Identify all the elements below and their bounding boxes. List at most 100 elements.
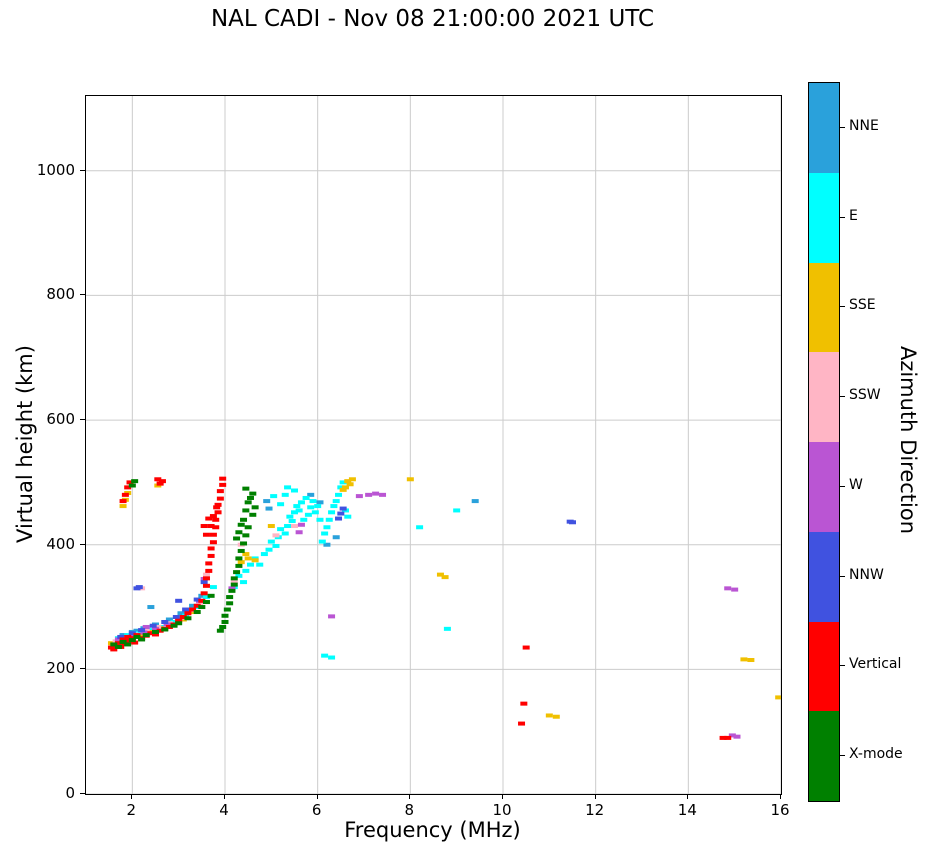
data-point-SSE	[436, 572, 444, 577]
data-point-SSE	[406, 477, 414, 482]
data-point-Vertical	[165, 624, 173, 629]
data-point-Vertical	[520, 701, 528, 706]
data-point-NNW	[569, 520, 576, 525]
data-point-NNW	[138, 628, 146, 633]
data-point-E	[260, 552, 268, 557]
data-point-X-mode	[110, 642, 118, 647]
data-point-SSE	[244, 556, 252, 561]
data-point-E	[314, 504, 322, 509]
data-point-X-mode	[133, 634, 141, 639]
data-point-Vertical	[205, 561, 213, 566]
data-point-X-mode	[244, 525, 252, 530]
colorbar-segment-NNE	[809, 83, 839, 173]
colorbar-tick-mark	[840, 216, 845, 218]
data-point-Vertical	[189, 607, 197, 612]
data-point-SSW	[291, 524, 298, 529]
data-point-E	[307, 505, 315, 510]
data-point-X-mode	[142, 633, 150, 638]
data-point-Vertical	[119, 499, 127, 504]
data-point-Vertical	[205, 568, 213, 573]
data-point-W	[365, 492, 373, 497]
data-point-SSW	[196, 601, 204, 606]
data-point-Vertical	[156, 628, 164, 633]
data-point-X-mode	[230, 582, 238, 587]
data-point-E	[321, 531, 329, 536]
data-point-X-mode	[131, 479, 139, 484]
data-point-E	[344, 514, 352, 519]
y-tick-mark	[80, 169, 85, 171]
data-point-Vertical	[209, 514, 217, 519]
data-point-X-mode	[242, 508, 250, 513]
data-point-X-mode	[246, 495, 254, 500]
data-point-E	[277, 502, 285, 507]
data-point-NNW	[182, 607, 190, 612]
colorbar-segment-Vertical	[809, 621, 839, 712]
data-point-NNE	[323, 542, 331, 547]
data-point-Vertical	[209, 540, 217, 545]
data-point-Vertical	[200, 591, 208, 596]
data-point-NNE	[177, 611, 185, 616]
data-point-NNE	[332, 535, 340, 540]
data-point-X-mode	[240, 517, 248, 522]
colorbar-tick-label: Vertical	[849, 656, 902, 673]
data-point-Vertical	[724, 735, 732, 740]
data-point-E	[256, 562, 264, 567]
data-point-SSW	[230, 580, 238, 585]
data-point-W	[297, 522, 305, 527]
colorbar	[808, 82, 840, 802]
data-point-E	[235, 573, 243, 578]
colorbar-segment-SSE	[809, 262, 839, 353]
colorbar-tick-label: W	[849, 476, 863, 493]
data-point-E	[270, 494, 278, 499]
data-point-X-mode	[207, 593, 215, 598]
data-point-E	[281, 531, 289, 536]
data-point-X-mode	[184, 616, 192, 621]
data-point-SSE	[119, 504, 127, 509]
data-point-Vertical	[156, 481, 164, 486]
colorbar-tick-mark	[840, 485, 845, 487]
data-point-X-mode	[161, 627, 169, 632]
data-point-NNW	[335, 516, 343, 521]
x-tick-mark	[316, 794, 318, 799]
data-point-SSE	[344, 479, 352, 484]
data-point-X-mode	[198, 605, 206, 610]
data-point-E	[339, 480, 347, 485]
data-point-SSE	[545, 713, 553, 718]
data-point-SSE	[237, 560, 245, 565]
data-point-E	[288, 519, 296, 524]
data-point-X-mode	[235, 530, 243, 535]
data-point-NNE	[133, 628, 141, 633]
data-point-W	[295, 530, 303, 535]
chart-title: NAL CADI - Nov 08 21:00:00 2021 UTC	[210, 6, 655, 32]
data-point-W	[379, 492, 387, 497]
y-tick-label: 200	[46, 659, 75, 678]
data-point-E	[304, 512, 312, 517]
data-point-SSE	[552, 714, 560, 719]
y-tick-mark	[80, 793, 85, 794]
colorbar-tick-label: NNE	[849, 117, 879, 134]
data-point-X-mode	[175, 621, 183, 626]
scatter-canvas	[86, 96, 781, 794]
colorbar-axis-label: Azimuth Direction	[896, 345, 920, 535]
data-point-X-mode	[193, 610, 201, 615]
data-point-E	[265, 547, 273, 552]
data-point-E	[277, 527, 285, 532]
data-point-Vertical	[212, 517, 220, 522]
x-tick-label: 12	[585, 801, 605, 819]
data-point-Vertical	[219, 476, 227, 481]
data-point-Vertical	[200, 524, 208, 529]
data-point-Vertical	[216, 496, 224, 501]
data-point-X-mode	[202, 600, 210, 605]
data-point-W	[372, 491, 380, 496]
data-point-Vertical	[202, 576, 210, 581]
x-tick-mark	[594, 794, 596, 799]
data-point-E	[309, 499, 317, 504]
colorbar-segment-NNW	[809, 531, 839, 622]
data-point-Vertical	[114, 641, 122, 646]
data-point-E	[240, 580, 248, 585]
y-tick-label: 0	[65, 784, 75, 802]
data-point-NNW	[172, 615, 180, 620]
data-point-W	[355, 494, 363, 499]
data-point-X-mode	[219, 624, 227, 629]
